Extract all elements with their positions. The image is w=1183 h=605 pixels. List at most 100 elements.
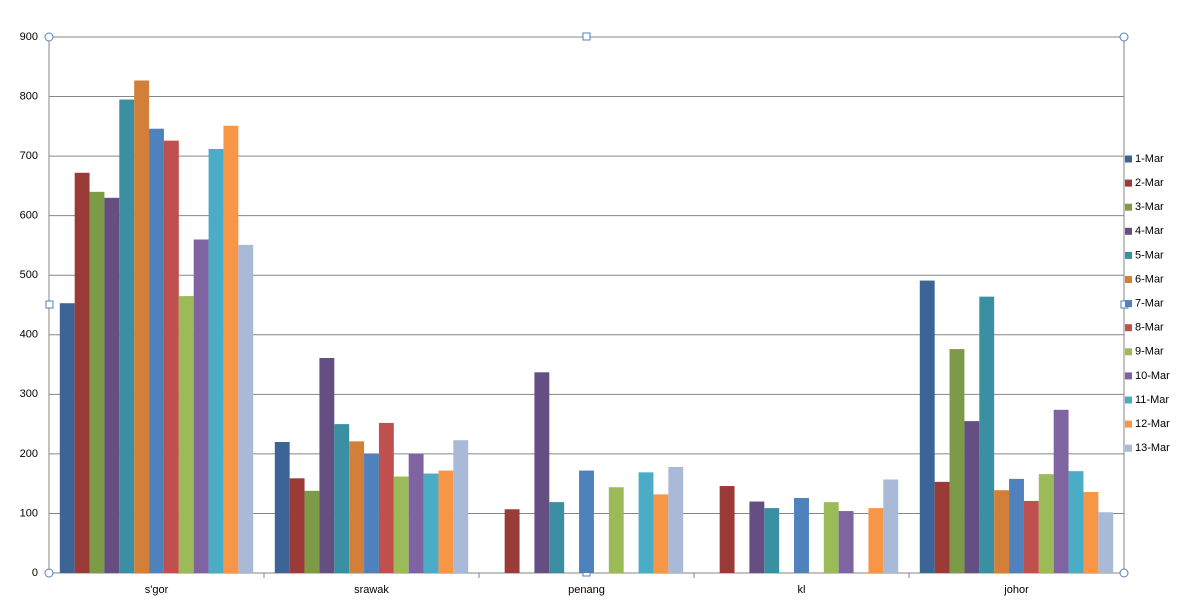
legend-label: 13-Mar: [1135, 442, 1170, 454]
bar: [408, 453, 424, 573]
legend-swatch: [1125, 276, 1132, 283]
bar: [504, 509, 520, 573]
y-tick-label: 600: [20, 210, 38, 222]
legend-label: 1-Mar: [1135, 153, 1164, 165]
bar: [163, 140, 179, 574]
y-tick-label: 700: [20, 150, 38, 162]
bar: [549, 502, 565, 573]
bar: [149, 128, 164, 573]
bar: [393, 476, 409, 573]
legend-label: 5-Mar: [1135, 249, 1164, 261]
handle: [1119, 32, 1129, 42]
legend-swatch: [1125, 203, 1132, 211]
x-tick-label: kl: [798, 584, 806, 596]
bar: [134, 80, 150, 573]
bar: [378, 422, 394, 573]
bar: [534, 372, 550, 573]
y-tick-label: 500: [20, 269, 38, 281]
bar: [949, 349, 965, 573]
x-tick-label: johor: [1003, 584, 1029, 596]
legend-label: 4-Mar: [1135, 225, 1164, 237]
legend-swatch: [1125, 420, 1132, 428]
x-tick-label: s'gor: [145, 584, 169, 596]
bar: [319, 358, 335, 573]
bar: [579, 470, 594, 573]
bar: [59, 303, 75, 573]
bar: [1038, 474, 1054, 573]
bar: [668, 466, 684, 573]
legend-swatch: [1125, 396, 1132, 404]
legend-swatch: [1125, 372, 1132, 380]
bar: [653, 494, 669, 573]
bar: [868, 508, 884, 573]
bar: [104, 197, 120, 574]
bar: [453, 440, 469, 573]
legend-swatch: [1125, 179, 1132, 187]
bar: [274, 441, 290, 573]
bar: [794, 497, 809, 573]
y-tick-label: 800: [20, 90, 38, 102]
legend-label: 12-Mar: [1135, 418, 1170, 430]
y-tick-label: 100: [20, 507, 38, 519]
y-tick-label: 400: [20, 329, 38, 341]
legend-label: 10-Mar: [1135, 370, 1170, 382]
legend-label: 7-Mar: [1135, 298, 1164, 310]
bar: [208, 148, 224, 573]
legend-swatch: [1125, 227, 1132, 235]
bar: [178, 296, 194, 573]
bar: [719, 486, 735, 573]
bar: [223, 125, 239, 573]
bar: [823, 502, 839, 573]
bar: [423, 473, 439, 573]
selection-handles: [44, 32, 1129, 578]
bar: [994, 490, 1010, 573]
bar: [638, 472, 654, 573]
bar: [193, 239, 209, 573]
bar: [438, 470, 454, 573]
legend-swatch: [1125, 348, 1132, 356]
bar: [1098, 512, 1114, 573]
bar: [74, 172, 90, 573]
bar: [289, 478, 305, 573]
bar: [89, 191, 105, 573]
handle: [44, 568, 54, 578]
bar: [304, 490, 320, 573]
bar: [238, 244, 254, 574]
x-tick-label: srawak: [354, 584, 389, 596]
legend-swatch: [1125, 444, 1132, 452]
bar: [979, 296, 995, 573]
y-tick-label: 0: [32, 567, 38, 579]
bar: [119, 99, 135, 574]
legend-swatch: [1125, 155, 1132, 163]
handle: [582, 32, 591, 41]
bar: [883, 479, 899, 573]
bar: [1068, 471, 1084, 573]
handle: [44, 32, 54, 42]
y-tick-label: 300: [20, 388, 38, 400]
bar: [749, 501, 765, 573]
legend-label: 6-Mar: [1135, 273, 1164, 285]
handle: [1119, 568, 1129, 578]
handle: [45, 300, 54, 309]
bar: [919, 280, 935, 573]
legend-label: 11-Mar: [1135, 394, 1169, 406]
bar: [934, 481, 950, 573]
bar: [1023, 500, 1039, 573]
bar: [364, 453, 379, 573]
legend-label: 8-Mar: [1135, 322, 1164, 334]
bar: [1053, 409, 1069, 573]
y-tick-label: 200: [20, 448, 38, 460]
x-tick-label: penang: [568, 584, 605, 596]
bar: [608, 487, 624, 573]
legend-label: 2-Mar: [1135, 177, 1164, 189]
legend-label: 9-Mar: [1135, 346, 1164, 358]
bar: [349, 441, 365, 573]
bar: [1009, 478, 1024, 573]
bar: [1083, 492, 1099, 573]
legend-swatch: [1125, 300, 1132, 308]
bar: [964, 421, 980, 573]
legend-swatch: [1125, 251, 1132, 259]
bar: [334, 424, 350, 573]
legend-label: 3-Mar: [1135, 201, 1164, 213]
